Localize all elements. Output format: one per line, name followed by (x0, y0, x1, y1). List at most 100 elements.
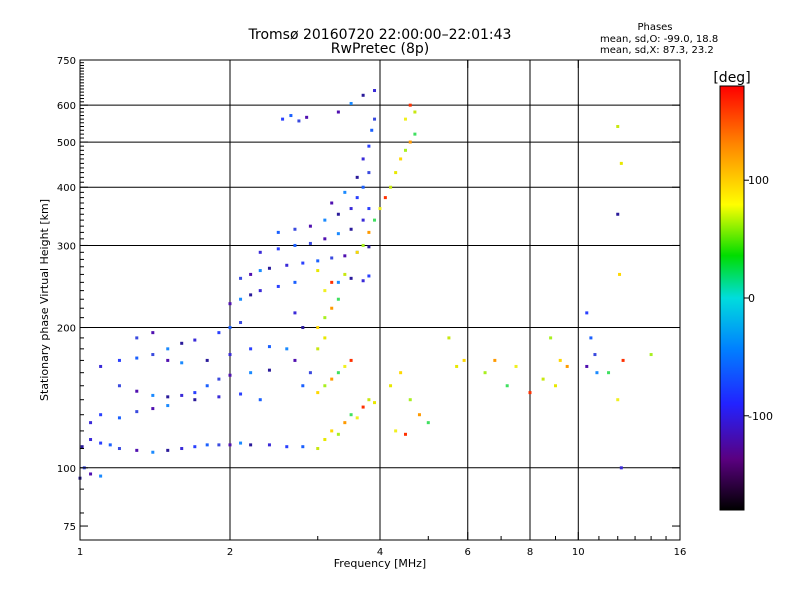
o-mode-point (267, 368, 271, 372)
x-mode-point (505, 384, 509, 388)
o-mode-point (349, 276, 353, 280)
o-mode-point (249, 272, 253, 276)
o-mode-point (336, 212, 340, 216)
colorbar-label: [deg] (713, 70, 750, 86)
o-mode-point (293, 280, 297, 284)
o-mode-point (349, 227, 353, 231)
o-mode-point (585, 364, 589, 368)
x-mode-point (417, 413, 421, 417)
x-mode-point (649, 353, 653, 357)
o-mode-point (349, 207, 353, 211)
x-mode-point (616, 124, 620, 128)
x-mode-point (394, 429, 398, 433)
o-mode-point (343, 254, 347, 258)
x-mode-point (389, 185, 393, 189)
o-mode-point (336, 232, 340, 236)
o-mode-point (330, 201, 334, 205)
o-mode-point (258, 250, 262, 254)
o-mode-point (367, 207, 371, 211)
o-mode-point (361, 218, 365, 222)
o-mode-point (180, 447, 184, 451)
o-mode-point (166, 347, 170, 351)
x-mode-point (553, 384, 557, 388)
o-mode-point (323, 218, 327, 222)
o-mode-point (361, 279, 365, 283)
grid-lines (80, 60, 680, 540)
o-mode-point (593, 353, 597, 357)
o-mode-point (361, 93, 365, 97)
o-mode-point (239, 441, 243, 445)
o-mode-point (99, 441, 103, 445)
x-mode-point (549, 336, 553, 340)
x-mode-point (565, 364, 569, 368)
o-mode-point (249, 293, 253, 297)
o-mode-point (180, 341, 184, 345)
o-mode-point (117, 416, 121, 420)
x-mode-point (462, 358, 466, 362)
o-mode-point (370, 128, 374, 132)
o-mode-point (258, 398, 262, 402)
x-axis-label: Frequency [MHz] (334, 557, 426, 570)
y-tick-label: 75 (63, 522, 76, 533)
o-mode-point (585, 311, 589, 315)
x-mode-point (349, 413, 353, 417)
x-mode-point (323, 336, 327, 340)
o-mode-point (217, 331, 221, 335)
o-mode-point (193, 391, 197, 395)
o-mode-point (99, 364, 103, 368)
x-mode-point (403, 117, 407, 121)
x-mode-point (330, 377, 334, 381)
x-mode-point (483, 371, 487, 375)
o-mode-point (99, 413, 103, 417)
o-mode-point (249, 347, 253, 351)
x-mode-point (378, 207, 382, 211)
y-axis-label: Stationary phase Virtual Height [km] (38, 199, 51, 401)
o-mode-point (301, 326, 305, 330)
o-mode-point (166, 448, 170, 452)
x-tick-label: 1 (77, 547, 83, 558)
o-mode-point (135, 336, 139, 340)
o-mode-point (285, 263, 289, 267)
x-mode-point (399, 157, 403, 161)
o-mode-point (367, 274, 371, 278)
o-mode-point (117, 358, 121, 362)
x-mode-point (455, 364, 459, 368)
o-mode-point (249, 443, 253, 447)
o-mode-point (301, 445, 305, 449)
o-mode-point (589, 336, 593, 340)
o-mode-point (267, 345, 271, 349)
x-mode-point (361, 405, 365, 409)
o-mode-point (289, 114, 293, 118)
x-tick-label: 6 (465, 547, 471, 558)
o-mode-point (336, 280, 340, 284)
x-mode-point (394, 171, 398, 175)
x-mode-point (403, 148, 407, 152)
x-mode-point (621, 358, 625, 362)
x-mode-point (330, 306, 334, 310)
y-tick-label: 100 (57, 464, 76, 475)
y-tick-label: 750 (57, 56, 76, 67)
scatter-points (78, 89, 653, 480)
o-mode-point (135, 356, 139, 360)
o-mode-point (249, 371, 253, 375)
o-mode-point (367, 245, 371, 249)
o-mode-point (293, 311, 297, 315)
o-mode-point (258, 289, 262, 293)
o-mode-point (373, 117, 377, 121)
o-mode-point (367, 171, 371, 175)
o-mode-point (301, 261, 305, 265)
o-mode-point (239, 392, 243, 396)
o-mode-point (193, 338, 197, 342)
axis-ticks: 1 2 4 6 8 10 16 75 100 200 300 400 500 600 750 (57, 56, 686, 558)
x-mode-point (355, 416, 359, 420)
colorbar-ticks: 100 0 -100 (744, 174, 773, 423)
x-mode-point (618, 272, 622, 276)
y-tick-label: 300 (57, 241, 76, 252)
x-mode-point (528, 391, 532, 395)
o-mode-point (135, 389, 139, 393)
x-tick-label: 10 (572, 547, 585, 558)
o-mode-point (276, 284, 280, 288)
o-mode-point (217, 443, 221, 447)
x-mode-point (541, 377, 545, 381)
o-mode-point (166, 404, 170, 408)
